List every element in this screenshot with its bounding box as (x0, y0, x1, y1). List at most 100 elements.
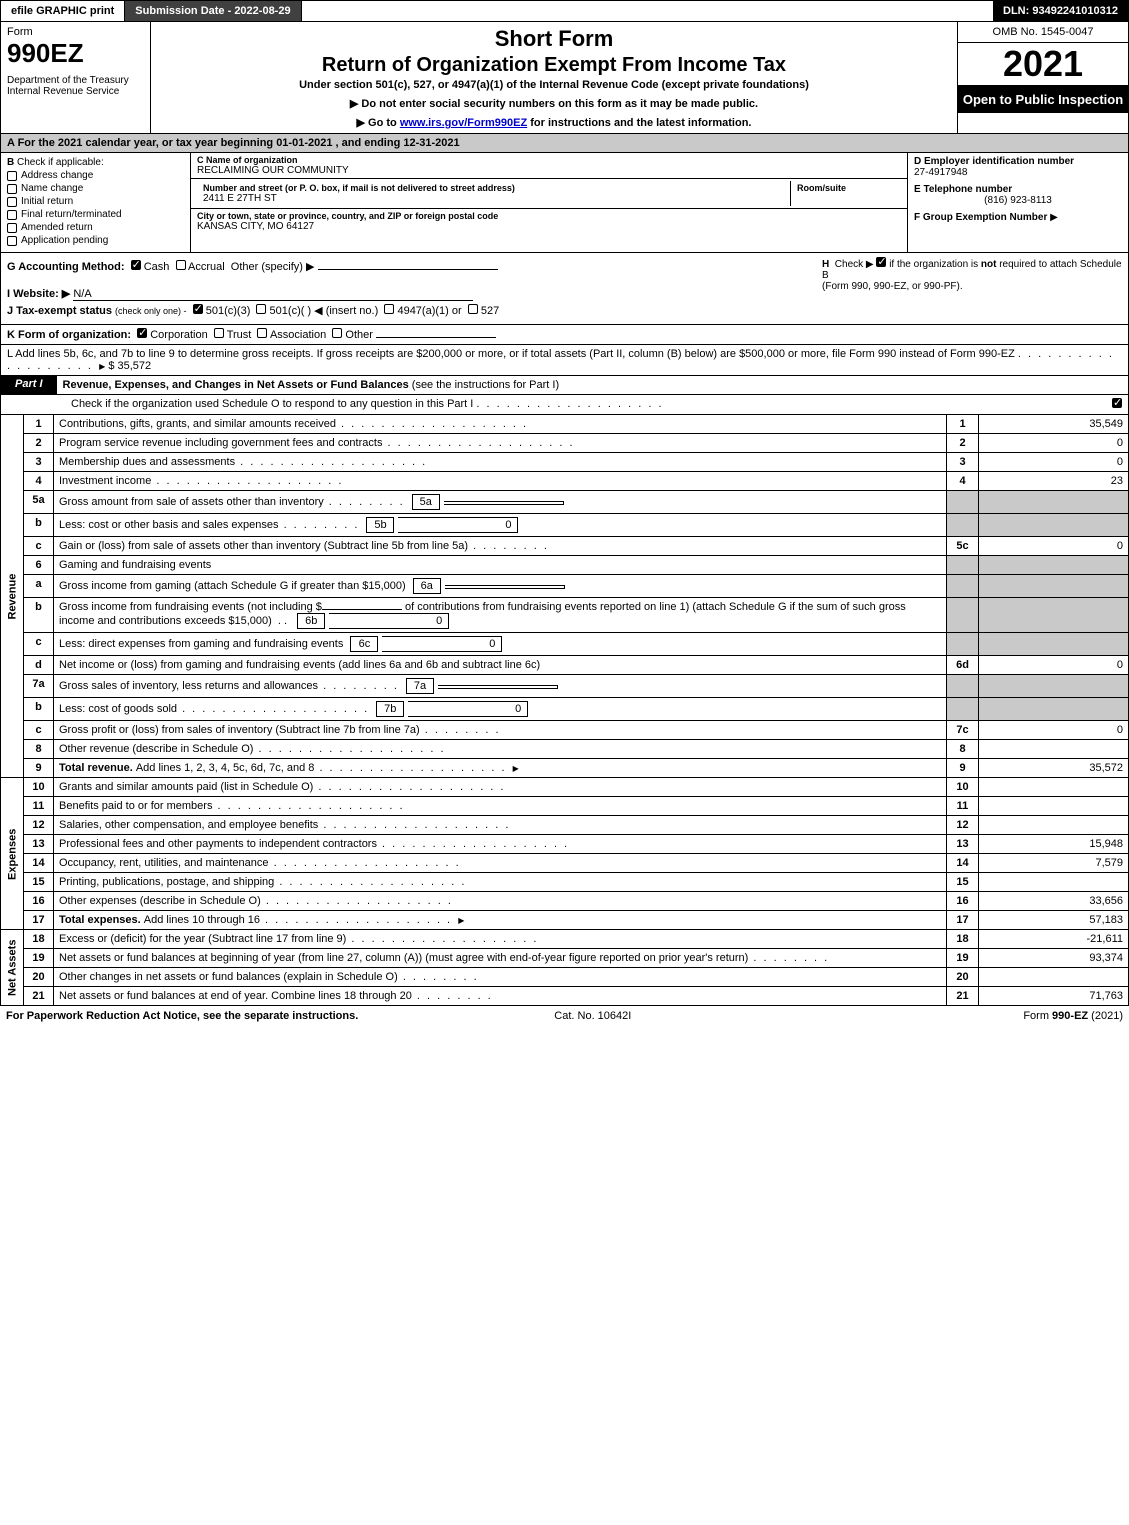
line-16: 16 Other expenses (describe in Schedule … (1, 892, 1129, 911)
page-footer: For Paperwork Reduction Act Notice, see … (0, 1006, 1129, 1026)
checkbox-icon[interactable] (176, 260, 186, 270)
irs-link[interactable]: www.irs.gov/Form990EZ (400, 117, 527, 129)
amt-shade (979, 675, 1129, 698)
form-header: Form 990EZ Department of the Treasury In… (0, 22, 1129, 134)
revenue-side-label: Revenue (1, 415, 24, 778)
fr-bold: 990-EZ (1052, 1010, 1088, 1022)
checkbox-checked-icon[interactable] (137, 328, 147, 338)
desc: Gross sales of inventory, less returns a… (54, 675, 947, 698)
amt (979, 816, 1129, 835)
box: 10 (947, 778, 979, 797)
chk-name-change[interactable]: Name change (7, 183, 184, 194)
ln: 9 (24, 759, 54, 778)
t: Printing, publications, postage, and shi… (59, 876, 274, 888)
dots (313, 781, 505, 793)
chk-application-pending[interactable]: Application pending (7, 235, 184, 246)
ln: 12 (24, 816, 54, 835)
t: Gain or (loss) from sale of assets other… (59, 540, 468, 552)
t2: Add lines 10 through 16 (144, 914, 260, 926)
dots (398, 971, 479, 983)
desc: Less: cost of goods sold 7b0 (54, 698, 947, 721)
dots (253, 743, 445, 755)
checkbox-icon[interactable] (257, 328, 267, 338)
line-3: 3 Membership dues and assessments 3 0 (1, 453, 1129, 472)
checkbox-checked-icon (1112, 398, 1122, 408)
ln: c (24, 633, 54, 656)
line-13: 13 Professional fees and other payments … (1, 835, 1129, 854)
dln-label: DLN: 93492241010312 (993, 1, 1128, 21)
h-text4: (Form 990, 990-EZ, or 990-PF). (822, 281, 963, 292)
ln: 16 (24, 892, 54, 911)
part1-title-sub: (see the instructions for Part I) (412, 379, 559, 391)
g-other-input[interactable] (318, 269, 498, 270)
amt (979, 873, 1129, 892)
box-shade (947, 675, 979, 698)
inner-box: 5a (412, 494, 440, 510)
f-arrow: ▶ (1050, 212, 1058, 223)
t: Professional fees and other payments to … (59, 838, 377, 850)
chk-address-change[interactable]: Address change (7, 170, 184, 181)
chk-initial-return[interactable]: Initial return (7, 196, 184, 207)
part1-checkbox[interactable] (1106, 395, 1128, 414)
inner-box: 6b (297, 613, 325, 629)
dots (212, 800, 404, 812)
line-5b: b Less: cost or other basis and sales ex… (1, 514, 1129, 537)
box-shade (947, 514, 979, 537)
line-17: 17 Total expenses. Add lines 10 through … (1, 911, 1129, 930)
checkbox-checked-icon[interactable] (131, 260, 141, 270)
line-14: 14 Occupancy, rent, utilities, and maint… (1, 854, 1129, 873)
t: Contributions, gifts, grants, and simila… (59, 418, 336, 430)
checkbox-icon[interactable] (214, 328, 224, 338)
t: Gross amount from sale of assets other t… (59, 496, 324, 508)
checkbox-checked-icon[interactable] (193, 304, 203, 314)
t: Net assets or fund balances at beginning… (59, 952, 748, 964)
amt-shade (979, 633, 1129, 656)
checkbox-checked-icon[interactable] (876, 257, 886, 267)
fr-suffix: (2021) (1088, 1010, 1123, 1022)
line-5c: c Gain or (loss) from sale of assets oth… (1, 537, 1129, 556)
checkbox-icon[interactable] (332, 328, 342, 338)
d-block: D Employer identification number 27-4917… (908, 153, 1128, 181)
efile-label[interactable]: efile GRAPHIC print (1, 1, 125, 21)
footer-cat: Cat. No. 10642I (554, 1010, 631, 1022)
amt-shade (979, 556, 1129, 575)
k-other-input[interactable] (376, 337, 496, 338)
line-6b: b Gross income from fundraising events (… (1, 598, 1129, 633)
org-name-block: C Name of organization RECLAIMING OUR CO… (191, 153, 907, 179)
checkbox-icon[interactable] (468, 304, 478, 314)
phone-value: (816) 923-8113 (914, 195, 1122, 206)
j-4947: 4947(a)(1) or (397, 305, 461, 317)
chk-final-return[interactable]: Final return/terminated (7, 209, 184, 220)
dots (476, 398, 663, 410)
ln: 13 (24, 835, 54, 854)
desc: Other changes in net assets or fund bala… (54, 968, 947, 987)
t: Less: cost or other basis and sales expe… (59, 519, 279, 531)
line-2: 2 Program service revenue including gove… (1, 434, 1129, 453)
ln: 3 (24, 453, 54, 472)
part1-title: Revenue, Expenses, and Changes in Net As… (57, 376, 566, 394)
amt (979, 740, 1129, 759)
desc: Gross income from fundraising events (no… (54, 598, 947, 633)
amt: 0 (979, 656, 1129, 675)
ein-value: 27-4917948 (914, 167, 1122, 178)
desc: Less: cost or other basis and sales expe… (54, 514, 947, 537)
arrow-icon (99, 360, 105, 372)
amt (979, 968, 1129, 987)
amt (979, 797, 1129, 816)
chk-amended-return[interactable]: Amended return (7, 222, 184, 233)
netassets-side-label: Net Assets (1, 930, 24, 1006)
inner-box: 6a (413, 578, 441, 594)
line-19: 19 Net assets or fund balances at beginn… (1, 949, 1129, 968)
blank[interactable] (322, 609, 402, 610)
checkbox-icon[interactable] (256, 304, 266, 314)
t2: Add lines 1, 2, 3, 4, 5c, 6d, 7c, and 8 (136, 762, 315, 774)
box: 17 (947, 911, 979, 930)
k-trust: Trust (227, 329, 252, 341)
header-mid: Short Form Return of Organization Exempt… (151, 22, 958, 133)
checkbox-icon[interactable] (384, 304, 394, 314)
j-label: J Tax-exempt status (7, 305, 112, 317)
dots (260, 914, 452, 926)
t: Grants and similar amounts paid (list in… (59, 781, 313, 793)
inner-box: 5b (366, 517, 394, 533)
department: Department of the Treasury Internal Reve… (7, 75, 144, 97)
